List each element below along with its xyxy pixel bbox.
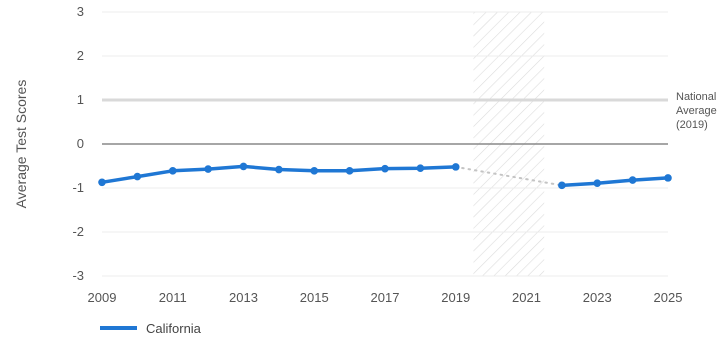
x-tick-label: 2025 — [654, 290, 683, 305]
data-point[interactable] — [133, 172, 142, 181]
data-point[interactable] — [593, 179, 602, 187]
data-point[interactable] — [628, 176, 637, 184]
data-point[interactable] — [345, 167, 354, 175]
x-tick-label: 2023 — [583, 290, 612, 305]
data-point[interactable] — [664, 174, 672, 182]
x-tick-label: 2019 — [441, 290, 470, 305]
data-point[interactable] — [168, 167, 177, 175]
data-point[interactable] — [416, 164, 425, 172]
y-tick-label: 3 — [77, 4, 84, 19]
annotation-line: (2019) — [676, 119, 708, 131]
data-point[interactable] — [239, 162, 248, 171]
y-tick-label: -3 — [72, 268, 84, 283]
x-tick-label: 2015 — [300, 290, 329, 305]
data-point[interactable] — [275, 165, 283, 174]
data-point[interactable] — [558, 181, 566, 190]
y-tick-label: 0 — [77, 136, 84, 151]
x-tick-label: 2021 — [512, 290, 541, 305]
x-tick-label: 2013 — [229, 290, 258, 305]
series-line-california — [560, 176, 670, 188]
y-tick-label: 1 — [77, 92, 84, 107]
x-tick-label: 2011 — [159, 290, 187, 305]
annotation-line: Average — [676, 105, 717, 117]
data-point[interactable] — [98, 178, 106, 187]
y-tick-label: -1 — [72, 180, 84, 195]
annotation-line: National — [676, 91, 716, 103]
data-point[interactable] — [204, 165, 212, 173]
y-tick-label: -2 — [72, 224, 84, 239]
data-point[interactable] — [451, 163, 460, 171]
data-point[interactable] — [310, 167, 319, 175]
legend-label-california: California — [146, 321, 202, 336]
y-tick-label: 2 — [77, 48, 84, 63]
national-average-annotation: National Average (2019) — [676, 91, 717, 131]
x-tick-label: 2017 — [371, 290, 400, 305]
data-point[interactable] — [381, 164, 389, 173]
y-axis-title: Average Test Scores — [13, 80, 29, 209]
x-tick-label: 2009 — [88, 290, 117, 305]
series-gap-connector — [454, 165, 563, 187]
